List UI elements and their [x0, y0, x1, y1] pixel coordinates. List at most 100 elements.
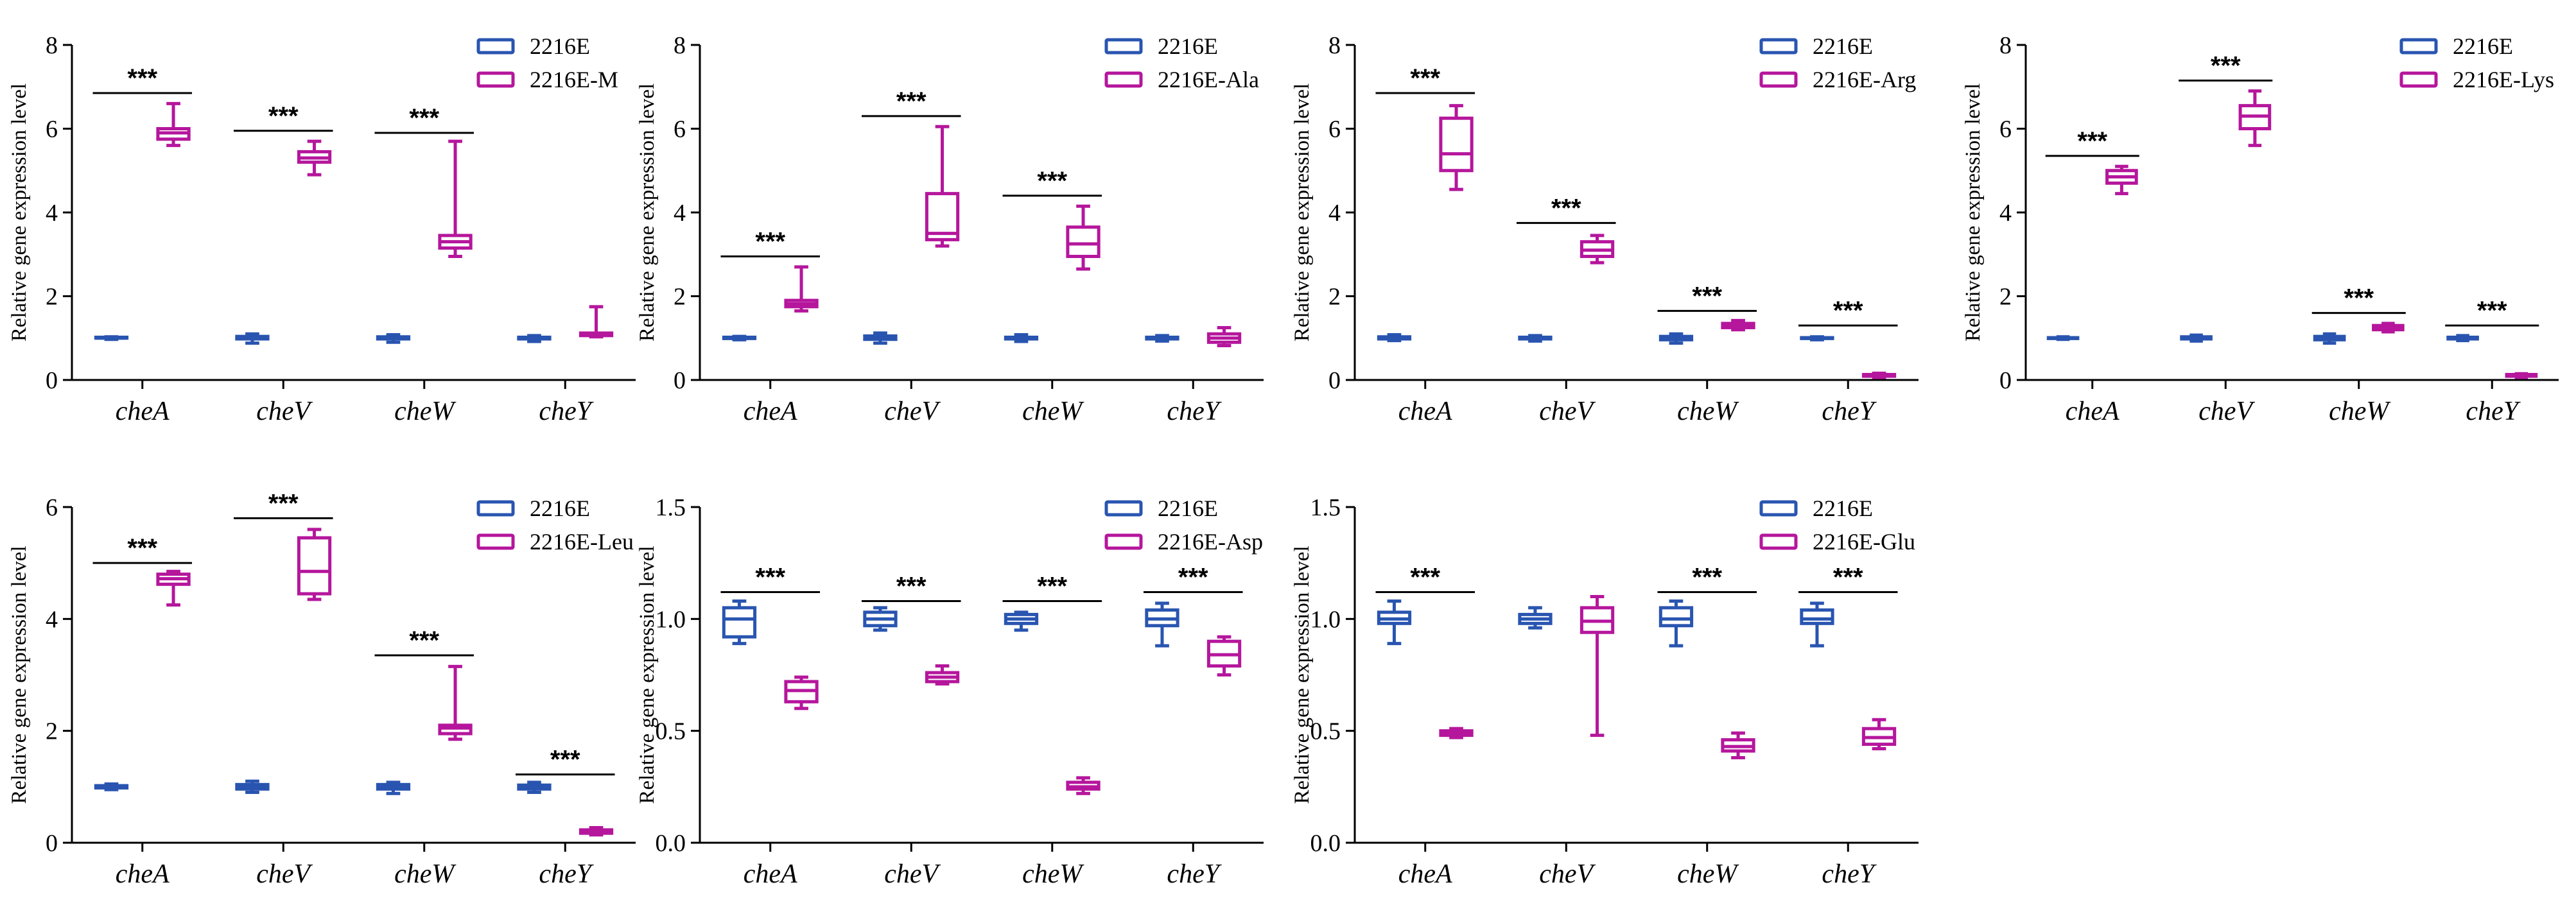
- box-ctrl: [2446, 334, 2479, 343]
- x-tick-label: cheA: [1398, 859, 1452, 889]
- legend-swatch-treat: [1759, 71, 1798, 88]
- x-tick-label: cheY: [539, 397, 594, 426]
- x-tick-label: cheW: [1677, 397, 1739, 426]
- y-tick-label: 6: [1999, 116, 2012, 143]
- significance-label: ***: [1410, 64, 1440, 92]
- y-tick-label: 2: [46, 284, 58, 311]
- y-tick-label: 2: [674, 284, 686, 311]
- box-ctrl: [1145, 601, 1179, 648]
- box-ctrl: [94, 335, 129, 341]
- significance-label: ***: [1178, 563, 1208, 591]
- box-ctrl: [863, 331, 898, 345]
- box-treat: [438, 139, 473, 259]
- chart-panel-4: 0 2 4 6 8 Relative gene expression level cheA c…: [1962, 32, 2559, 426]
- legend-swatch-treat: [1104, 71, 1143, 88]
- legend-label: 2216E-M: [530, 67, 618, 92]
- box-ctrl: [1658, 599, 1694, 648]
- significance-label: ***: [2477, 297, 2507, 325]
- y-tick-label: 1.0: [656, 606, 686, 633]
- box-treat: [2105, 164, 2138, 196]
- y-tick-label: 6: [46, 116, 58, 143]
- x-tick-label: cheA: [116, 397, 170, 426]
- box-treat: [438, 664, 473, 741]
- significance-label: ***: [1410, 563, 1440, 591]
- box-ctrl: [376, 780, 411, 795]
- box-treat: [2505, 372, 2538, 379]
- legend-label: 2216E-Arg: [1813, 67, 1916, 92]
- x-tick-label: cheY: [2466, 397, 2521, 426]
- box-treat: [1721, 318, 1755, 332]
- significance-label: ***: [550, 746, 580, 774]
- x-tick-label: cheV: [2198, 397, 2255, 426]
- y-axis-label: Relative gene expression level: [1291, 546, 1314, 804]
- y-tick-label: 4: [46, 606, 58, 633]
- box-ctrl: [235, 779, 270, 795]
- box-treat: [1066, 776, 1101, 795]
- box-ctrl: [1518, 606, 1553, 630]
- x-tick-label: cheY: [1167, 397, 1222, 426]
- box-body: [722, 606, 757, 639]
- legend-label: 2216E: [1813, 496, 1873, 521]
- legend-swatch-ctrl: [1759, 38, 1798, 55]
- box-treat: [925, 664, 960, 685]
- legend-label: 2216E-Asp: [1158, 529, 1263, 555]
- x-tick-label: cheV: [256, 397, 313, 426]
- y-tick-label: 0: [46, 367, 58, 394]
- box-body: [297, 536, 332, 596]
- box-treat: [1439, 727, 1474, 739]
- box-treat: [784, 265, 819, 313]
- y-tick-label: 8: [1999, 32, 2012, 59]
- legend-swatch-treat: [1759, 533, 1798, 550]
- legend-swatch-treat: [476, 533, 515, 550]
- box-ctrl: [1004, 333, 1039, 343]
- legend-label: 2216E-Lys: [2453, 67, 2554, 92]
- legend-swatch-treat: [2399, 71, 2438, 88]
- significance-label: ***: [1833, 563, 1863, 591]
- legend-swatch-ctrl: [1104, 500, 1143, 517]
- legend-label: 2216E-Ala: [1158, 67, 1259, 92]
- x-tick-label: cheV: [1539, 397, 1596, 426]
- box-treat: [1206, 635, 1242, 677]
- legend-swatch-ctrl: [2399, 38, 2438, 55]
- significance-label: ***: [2344, 284, 2374, 313]
- box-ctrl: [1800, 335, 1834, 341]
- box-ctrl: [376, 333, 411, 344]
- box-treat: [1066, 204, 1101, 271]
- y-tick-label: 4: [1328, 200, 1341, 227]
- chart-panel-2: 0 2 4 6 8 Relative gene expression level cheA c…: [636, 32, 1264, 426]
- y-axis-label: Relative gene expression level: [1291, 83, 1314, 341]
- x-tick-label: cheV: [884, 859, 941, 889]
- significance-label: ***: [896, 87, 927, 116]
- box-body: [1439, 116, 1474, 173]
- x-tick-label: cheY: [1822, 859, 1877, 889]
- box-treat: [784, 675, 819, 711]
- box-treat: [156, 569, 191, 607]
- legend-swatch-ctrl: [476, 500, 515, 517]
- box-treat: [156, 101, 191, 148]
- box-body: [1658, 606, 1694, 628]
- y-axis-label: Relative gene expression level: [636, 83, 659, 341]
- y-tick-label: 1.0: [1310, 606, 1341, 633]
- y-axis-label: Relative gene expression level: [636, 546, 659, 804]
- box-treat: [925, 125, 960, 248]
- x-tick-label: cheA: [744, 859, 797, 889]
- significance-label: ***: [755, 228, 785, 256]
- x-tick-label: cheW: [2329, 397, 2391, 426]
- significance-label: ***: [409, 104, 439, 132]
- x-tick-label: cheA: [1398, 397, 1452, 426]
- significance-label: ***: [2077, 127, 2107, 155]
- legend-swatch-ctrl: [1759, 500, 1798, 517]
- x-tick-label: cheW: [1022, 397, 1084, 426]
- x-tick-label: cheV: [256, 859, 313, 889]
- significance-label: ***: [1037, 572, 1067, 600]
- y-tick-label: 8: [46, 32, 58, 59]
- legend-label: 2216E: [530, 33, 590, 59]
- legend-label: 2216E: [1158, 496, 1218, 521]
- significance-label: ***: [1692, 282, 1722, 310]
- box-treat: [1206, 325, 1242, 347]
- x-tick-label: cheY: [1167, 859, 1222, 889]
- significance-label: ***: [127, 534, 157, 562]
- x-tick-label: cheW: [394, 859, 457, 889]
- x-tick-label: cheW: [1677, 859, 1739, 889]
